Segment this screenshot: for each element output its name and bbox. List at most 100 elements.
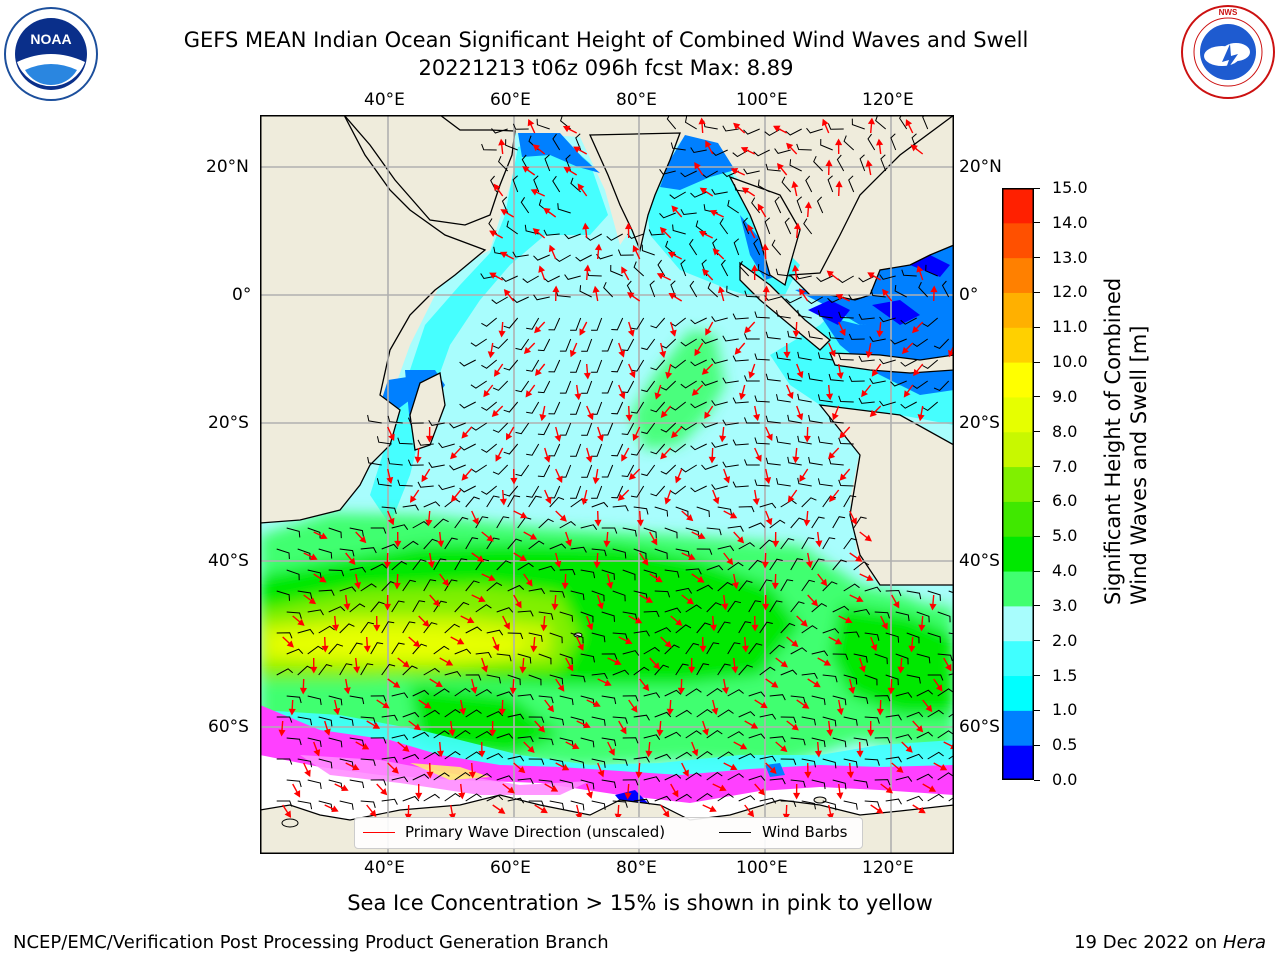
colorbar-tick-label: 12.0 <box>1052 282 1088 302</box>
wind-barb <box>832 695 847 706</box>
wave-direction-arrowhead <box>741 645 749 653</box>
wind-barb <box>754 479 770 487</box>
wind-barb <box>570 590 585 601</box>
wind-barb <box>894 284 907 298</box>
wind-barb <box>297 628 315 635</box>
wind-barb <box>843 631 860 638</box>
noaa-logo: NOAA <box>4 7 98 101</box>
wind-barb <box>895 776 913 782</box>
wind-barb <box>898 115 908 130</box>
wind-barb <box>890 380 907 387</box>
wave-direction-arrowhead <box>664 497 672 505</box>
wind-barb <box>675 587 693 594</box>
wave-direction-arrowhead <box>825 393 834 401</box>
wave-direction-arrowhead <box>791 723 799 731</box>
wind-barb <box>459 485 476 493</box>
wind-barb <box>654 753 672 760</box>
wave-direction-arrowhead <box>805 561 813 569</box>
wave-direction-arrowhead <box>705 140 712 148</box>
wind-barb <box>517 610 534 617</box>
wind-barb <box>811 558 825 571</box>
wave-direction-arrowhead <box>672 790 679 798</box>
wind-barb <box>360 716 376 724</box>
wave-direction-arrowhead <box>827 451 836 460</box>
wind-barb <box>675 793 692 802</box>
wind-barb <box>559 695 574 706</box>
noaa-logo-text: NOAA <box>30 31 71 47</box>
wind-barb <box>433 730 450 739</box>
wind-barb <box>549 674 564 685</box>
wave-direction-arrowhead <box>299 687 308 695</box>
wind-barb <box>612 716 628 724</box>
wave-direction-arrowhead <box>677 687 685 695</box>
wind-barb <box>711 442 728 448</box>
wave-direction-arrowhead <box>691 748 699 757</box>
wind-barb <box>612 758 628 766</box>
wind-barb <box>664 689 682 697</box>
wind-barb <box>522 275 539 284</box>
wave-direction-arrowhead <box>804 771 812 779</box>
wave-direction-arrowhead <box>415 792 423 800</box>
wind-barb <box>832 605 850 613</box>
wind-barb <box>612 632 628 640</box>
wave-direction-arrowhead <box>667 251 676 259</box>
wave-direction-arrowhead <box>829 349 836 358</box>
wind-barb <box>397 437 413 445</box>
wind-barb <box>470 380 487 389</box>
wind-barb <box>570 632 584 644</box>
wind-barb <box>559 422 572 436</box>
wind-barb <box>906 590 922 600</box>
colorbar-tick-label: 14.0 <box>1052 212 1088 232</box>
wind-barb <box>911 338 928 348</box>
wind-barb <box>580 524 598 530</box>
wind-barb <box>727 689 744 697</box>
wave-direction-arrowhead <box>752 413 760 422</box>
wind-barb <box>465 537 479 550</box>
wave-direction-arrowhead <box>855 555 863 562</box>
wind-barb <box>711 484 728 490</box>
wind-barb <box>581 422 593 436</box>
wind-barb <box>402 665 418 676</box>
wind-barb <box>492 380 509 391</box>
wind-barb <box>796 196 803 214</box>
wind-barb <box>811 779 826 790</box>
wave-direction-arrowhead <box>832 413 839 421</box>
wave-direction-arrowhead <box>388 433 395 442</box>
wind-barb <box>776 352 791 361</box>
wind-barb <box>827 175 834 193</box>
wind-barb <box>360 583 377 592</box>
colorbar-label: Significant Height of Combined Wind Wave… <box>1100 278 1160 605</box>
wind-barb <box>423 793 440 802</box>
wave-direction-arrowhead <box>751 624 759 632</box>
wave-direction-arrowhead <box>709 805 717 812</box>
wave-direction-arrowhead <box>293 790 301 798</box>
wind-barb <box>790 695 806 704</box>
wave-direction-arrowhead <box>783 351 791 359</box>
wind-barb <box>670 401 687 411</box>
wave-direction-arrowhead <box>811 599 819 607</box>
wind-barb <box>622 569 636 581</box>
wind-barb <box>297 800 313 810</box>
wind-barb <box>895 692 913 698</box>
wind-barb <box>276 758 293 765</box>
wind-barb <box>465 674 482 681</box>
wind-barb <box>757 179 770 193</box>
wind-barb <box>895 734 913 740</box>
wind-barb-legend-label: Wind Barbs <box>762 823 848 841</box>
wave-direction-arrowhead <box>507 786 515 794</box>
title-line-2: 20221213 t06z 096h fcst Max: 8.89 <box>418 56 794 80</box>
wave-direction-arrowhead <box>432 599 440 607</box>
wind-barb <box>670 359 687 369</box>
wind-barb <box>706 527 722 536</box>
wave-direction-arrowhead <box>597 434 604 442</box>
wave-direction-arrowhead <box>461 473 469 481</box>
wave-direction-arrowhead <box>540 806 548 814</box>
wind-barb <box>575 254 592 262</box>
wave-direction-arrowhead <box>585 455 593 463</box>
wind-barb <box>738 580 753 592</box>
wind-barb <box>843 537 858 550</box>
wind-barb <box>732 439 749 446</box>
wave-direction-arrowhead <box>911 325 920 334</box>
wind-barb <box>744 417 760 424</box>
wave-direction-arrowhead <box>583 264 591 272</box>
